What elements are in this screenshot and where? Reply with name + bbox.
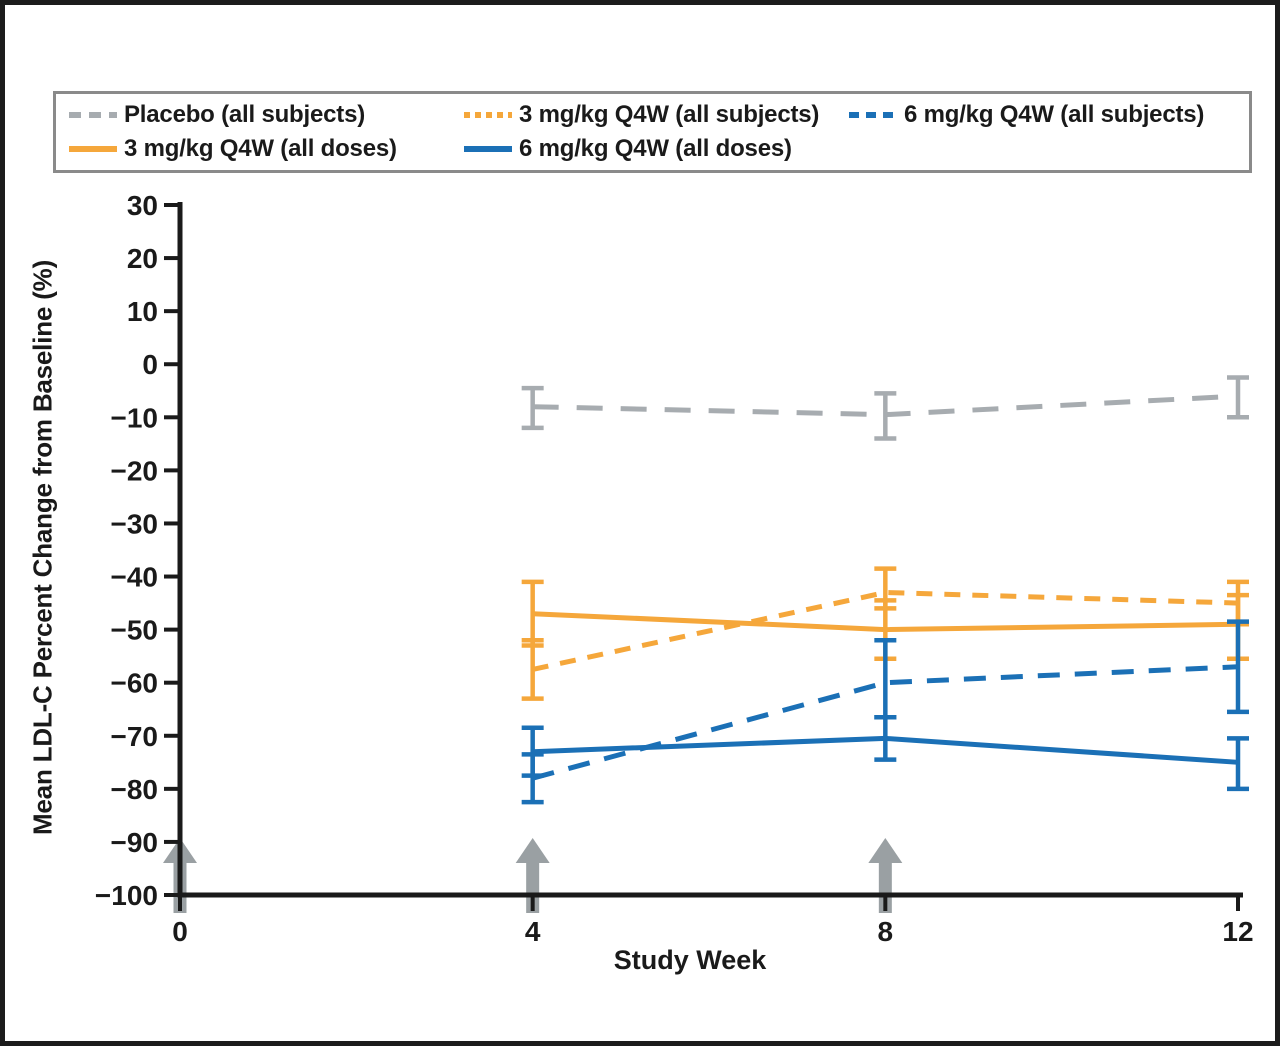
y-tick-label: −70: [111, 721, 159, 752]
y-tick-label: −80: [111, 774, 159, 805]
series-4: [521, 714, 1249, 792]
orange-dotted-line-icon: [464, 112, 512, 118]
y-tick-label: −50: [111, 615, 159, 646]
legend-item-3mgkg-all-subjects: 3 mg/kg Q4W (all subjects): [463, 101, 848, 129]
x-tick-label: 4: [525, 916, 541, 947]
x-axis-title: Study Week: [613, 945, 767, 975]
y-axis-title: Mean LDL-C Percent Change from Baseline …: [27, 259, 58, 836]
y-tick-label: 30: [127, 190, 158, 221]
y-tick-label: −60: [111, 668, 159, 699]
legend: Placebo (all subjects) 3 mg/kg Q4W (all …: [53, 91, 1252, 173]
legend-label: 6 mg/kg Q4W (all doses): [519, 135, 792, 162]
x-tick-label: 0: [172, 916, 188, 947]
y-tick-label: −90: [111, 827, 159, 858]
series-0: [521, 375, 1249, 441]
legend-label: 3 mg/kg Q4W (all subjects): [519, 101, 820, 128]
y-axis: 30 20 10 0 −10 −20 −30 −40 −50 −60 −70 −80 −90 −100: [95, 190, 183, 911]
y-tick-label: −20: [111, 455, 159, 486]
legend-item-6mgkg-all-doses: 6 mg/kg Q4W (all doses): [463, 135, 848, 163]
y-tick-label: −10: [111, 402, 159, 433]
x-axis: 0 4 8 12: [172, 892, 1254, 947]
y-tick-label: −100: [95, 880, 158, 911]
y-tick-label: 10: [127, 296, 158, 327]
legend-item-6mgkg-all-subjects: 6 mg/kg Q4W (all subjects): [848, 101, 1245, 129]
series-2: [521, 619, 1249, 805]
y-tick-label: −40: [111, 562, 159, 593]
dose-arrow-icon: [868, 838, 903, 913]
dose-arrow-icon: [515, 838, 550, 913]
x-tick-label: 12: [1222, 916, 1253, 947]
y-tick-label: 20: [127, 243, 158, 274]
legend-label: Placebo (all subjects): [124, 101, 366, 128]
legend-label: 6 mg/kg Q4W (all subjects): [904, 101, 1205, 128]
y-tick-label: 0: [142, 349, 158, 380]
x-tick-label: 8: [878, 916, 894, 947]
chart-canvas: 30 20 10 0 −10 −20 −30 −40 −50 −60 −70 −80 −90 −100 0 4…: [95, 190, 1254, 947]
legend-label: 3 mg/kg Q4W (all doses): [124, 135, 397, 162]
y-tick-label: −30: [111, 508, 159, 539]
placebo-dashed-line-icon: [69, 112, 117, 118]
orange-solid-line-icon: [69, 146, 117, 152]
legend-item-placebo-all-subjects: Placebo (all subjects): [68, 101, 463, 129]
blue-dashed-line-icon: [849, 112, 897, 118]
blue-solid-line-icon: [464, 146, 512, 152]
legend-item-3mgkg-all-doses: 3 mg/kg Q4W (all doses): [68, 135, 463, 163]
